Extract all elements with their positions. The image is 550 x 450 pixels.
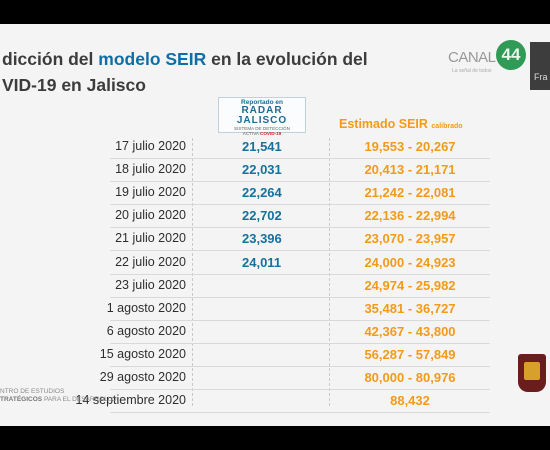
table-row: 1 agosto 2020 35,481 - 36,727 bbox=[0, 299, 550, 320]
logo-number: 44 bbox=[496, 40, 526, 70]
table-row: 21 julio 2020 23,396 23,070 - 23,957 bbox=[0, 229, 550, 250]
canal-44-logo: CANAL 44 La señal de todos bbox=[448, 38, 526, 78]
row-separator bbox=[110, 319, 490, 321]
title-line-2: VID-19 en Jalisco bbox=[2, 75, 146, 95]
row-separator bbox=[110, 181, 490, 183]
table-row: 19 julio 2020 22,264 21,242 - 22,081 bbox=[0, 183, 550, 204]
row-separator bbox=[110, 158, 490, 159]
estimated-header-sub: calibrado bbox=[431, 123, 463, 130]
estimated-cell: 20,413 - 21,171 bbox=[364, 162, 456, 178]
estimated-cell: 19,553 - 20,267 bbox=[364, 139, 456, 154]
estimated-cell: 42,367 - 43,800 bbox=[364, 323, 456, 339]
participant-thumbnail[interactable]: Fra bbox=[530, 42, 550, 90]
footer-bold: TRATÉGICOS bbox=[0, 395, 43, 403]
reported-cell: 22,702 bbox=[242, 208, 282, 224]
logo-tagline: La señal de todos bbox=[452, 68, 492, 74]
table-row: 14 septiembre 2020 88,432 bbox=[0, 391, 550, 412]
estimated-cell: 24,974 - 25,982 bbox=[364, 277, 456, 293]
title-text: dicción del bbox=[2, 49, 99, 69]
date-cell: 19 julio 2020 bbox=[115, 185, 186, 200]
date-cell: 22 julio 2020 bbox=[115, 254, 186, 269]
radar-jalisco-header: Reportado en RADAR JALISCO SISTEMA DE DE… bbox=[218, 97, 306, 136]
table-row: 6 agosto 2020 42,367 - 43,800 bbox=[0, 322, 550, 343]
footer-line-2: TRATÉGICOS PARA EL DESARROLLO bbox=[0, 396, 117, 404]
estimated-cell: 22,136 - 22,994 bbox=[364, 208, 456, 224]
title-highlight: modelo SEIR bbox=[98, 49, 207, 69]
row-separator bbox=[110, 342, 490, 344]
date-cell: 23 julio 2020 bbox=[115, 277, 186, 292]
estimated-header-main: Estimado SEIR bbox=[339, 117, 428, 131]
university-crest-icon bbox=[518, 354, 546, 392]
table-row: 22 julio 2020 24,011 24,000 - 24,923 bbox=[0, 253, 550, 274]
estimated-header: Estimado SEIR calibrado bbox=[339, 117, 463, 131]
estimated-cell: 56,287 - 57,849 bbox=[364, 346, 456, 362]
row-separator bbox=[110, 412, 490, 414]
reported-cell: 22,264 bbox=[242, 185, 282, 201]
radar-line-4: ACTIVA COVID-19 bbox=[219, 131, 305, 136]
column-divider-right bbox=[329, 138, 330, 406]
row-separator bbox=[110, 389, 490, 390]
logo-text: CANAL bbox=[448, 49, 496, 66]
estimated-cell: 24,000 - 24,923 bbox=[364, 254, 456, 270]
estimated-cell: 35,481 - 36,727 bbox=[364, 300, 456, 316]
date-cell: 6 agosto 2020 bbox=[106, 323, 186, 338]
date-cell: 15 agosto 2020 bbox=[99, 346, 186, 361]
radar-covid-label: COVID-19 bbox=[260, 131, 282, 136]
radar-line-3: SISTEMA DE DETECCIÓN bbox=[234, 126, 290, 131]
title-text-end: en la evolución del bbox=[206, 49, 368, 69]
row-separator bbox=[110, 204, 490, 206]
reported-cell: 23,396 bbox=[242, 231, 282, 247]
slide-title: dicción del modelo SEIR en la evolución … bbox=[2, 46, 368, 98]
estimated-cell: 21,242 - 22,081 bbox=[364, 185, 456, 201]
row-separator bbox=[110, 273, 490, 275]
reported-cell: 21,541 bbox=[242, 139, 282, 154]
row-separator bbox=[110, 296, 490, 298]
presentation-slide: dicción del modelo SEIR en la evolución … bbox=[0, 24, 550, 426]
table-row: 23 julio 2020 24,974 - 25,982 bbox=[0, 276, 550, 297]
table-row: 15 agosto 2020 56,287 - 57,849 bbox=[0, 345, 550, 366]
reported-cell: 24,011 bbox=[242, 254, 282, 270]
column-divider-left bbox=[192, 138, 193, 406]
table-row: 17 julio 2020 21,541 19,553 - 20,267 bbox=[0, 137, 550, 158]
radar-line-1: Reportado en bbox=[241, 99, 283, 106]
participant-name: Fra bbox=[534, 72, 548, 82]
footer-rest: PARA EL DESARROLLO bbox=[42, 395, 117, 403]
ceed-footer-logo: NTRO DE ESTUDIOS TRATÉGICOS PARA EL DESA… bbox=[0, 388, 117, 403]
date-cell: 21 julio 2020 bbox=[115, 231, 186, 246]
radar-line-4-text: ACTIVA bbox=[242, 131, 261, 136]
table-row: 20 julio 2020 22,702 22,136 - 22,994 bbox=[0, 206, 550, 227]
row-separator bbox=[110, 365, 490, 367]
estimated-cell: 23,070 - 23,957 bbox=[364, 231, 456, 247]
reported-cell: 22,031 bbox=[242, 162, 282, 178]
row-separator bbox=[110, 250, 490, 252]
date-cell: 20 julio 2020 bbox=[115, 208, 186, 223]
row-separator bbox=[110, 227, 490, 229]
estimated-cell: 88,432 bbox=[390, 393, 430, 409]
table-row: 29 agosto 2020 80,000 - 80,976 bbox=[0, 368, 550, 389]
date-cell: 29 agosto 2020 bbox=[99, 370, 186, 384]
date-cell: 1 agosto 2020 bbox=[106, 300, 186, 315]
title-line-1: dicción del modelo SEIR en la evolución … bbox=[2, 46, 368, 72]
radar-line-2: RADAR JALISCO bbox=[236, 105, 288, 126]
date-cell: 14 septiembre 2020 bbox=[75, 393, 187, 408]
estimated-cell: 80,000 - 80,976 bbox=[364, 370, 456, 385]
date-cell: 17 julio 2020 bbox=[115, 139, 186, 153]
date-cell: 18 julio 2020 bbox=[115, 162, 186, 177]
table-row: 18 julio 2020 22,031 20,413 - 21,171 bbox=[0, 160, 550, 181]
footer-line-1: NTRO DE ESTUDIOS bbox=[0, 388, 65, 395]
